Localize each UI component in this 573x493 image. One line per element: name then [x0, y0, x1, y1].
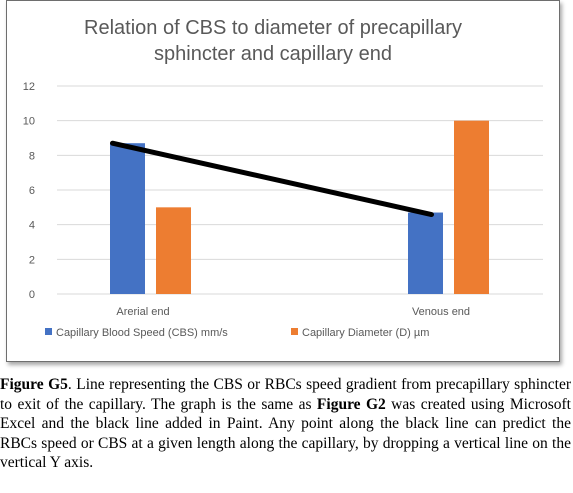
x-axis-categories: Arerial end Venous end [116, 306, 470, 318]
y-tick-label: 8 [29, 150, 35, 162]
figure-caption: Figure G5. Line representing the CBS or … [0, 375, 571, 473]
caption-figure-label: Figure G5 [0, 376, 68, 393]
legend-swatch-cbs [45, 328, 52, 335]
y-tick-label: 4 [29, 220, 35, 232]
caption-figure-reference: Figure G2 [316, 395, 386, 413]
legend-label-cbs: Capillary Blood Speed (CBS) mm/s [56, 327, 228, 339]
chart-title-line-2: sphincter and capillary end [154, 43, 392, 65]
caption-text-part-1: . Line representing the CBS or RBCs spee… [0, 376, 571, 413]
bar-chart: Relation of CBS to diameter of precapill… [23, 17, 543, 339]
legend-swatch-diameter [291, 328, 298, 335]
category-label: Venous end [412, 306, 470, 318]
chart-title-line-1: Relation of CBS to diameter of precapill… [84, 17, 462, 39]
bar-diameter-arterial [156, 207, 191, 294]
annotation-line-layer [110, 140, 434, 218]
bar-cbs-venous [408, 212, 443, 294]
bars [110, 120, 489, 295]
annotation-line [110, 140, 434, 218]
bar-diameter-venous [454, 120, 489, 295]
chart-frame: Relation of CBS to diameter of precapill… [6, 0, 560, 362]
y-tick-label: 12 [23, 81, 35, 93]
caption-text-part-2: was created using Microsoft Excel and th… [0, 395, 571, 472]
category-label: Arerial end [116, 306, 169, 318]
legend-label-diameter: Capillary Diameter (D) µm [302, 327, 429, 339]
y-tick-label: 10 [23, 116, 35, 128]
y-tick-label: 0 [29, 289, 35, 301]
bar-cbs-arterial [110, 143, 145, 294]
y-tick-label: 6 [29, 185, 35, 197]
y-tick-label: 2 [29, 254, 35, 266]
y-axis-ticks: 0 2 4 6 8 10 12 [23, 81, 35, 301]
legend: Capillary Blood Speed (CBS) mm/s Capillar… [45, 327, 429, 339]
